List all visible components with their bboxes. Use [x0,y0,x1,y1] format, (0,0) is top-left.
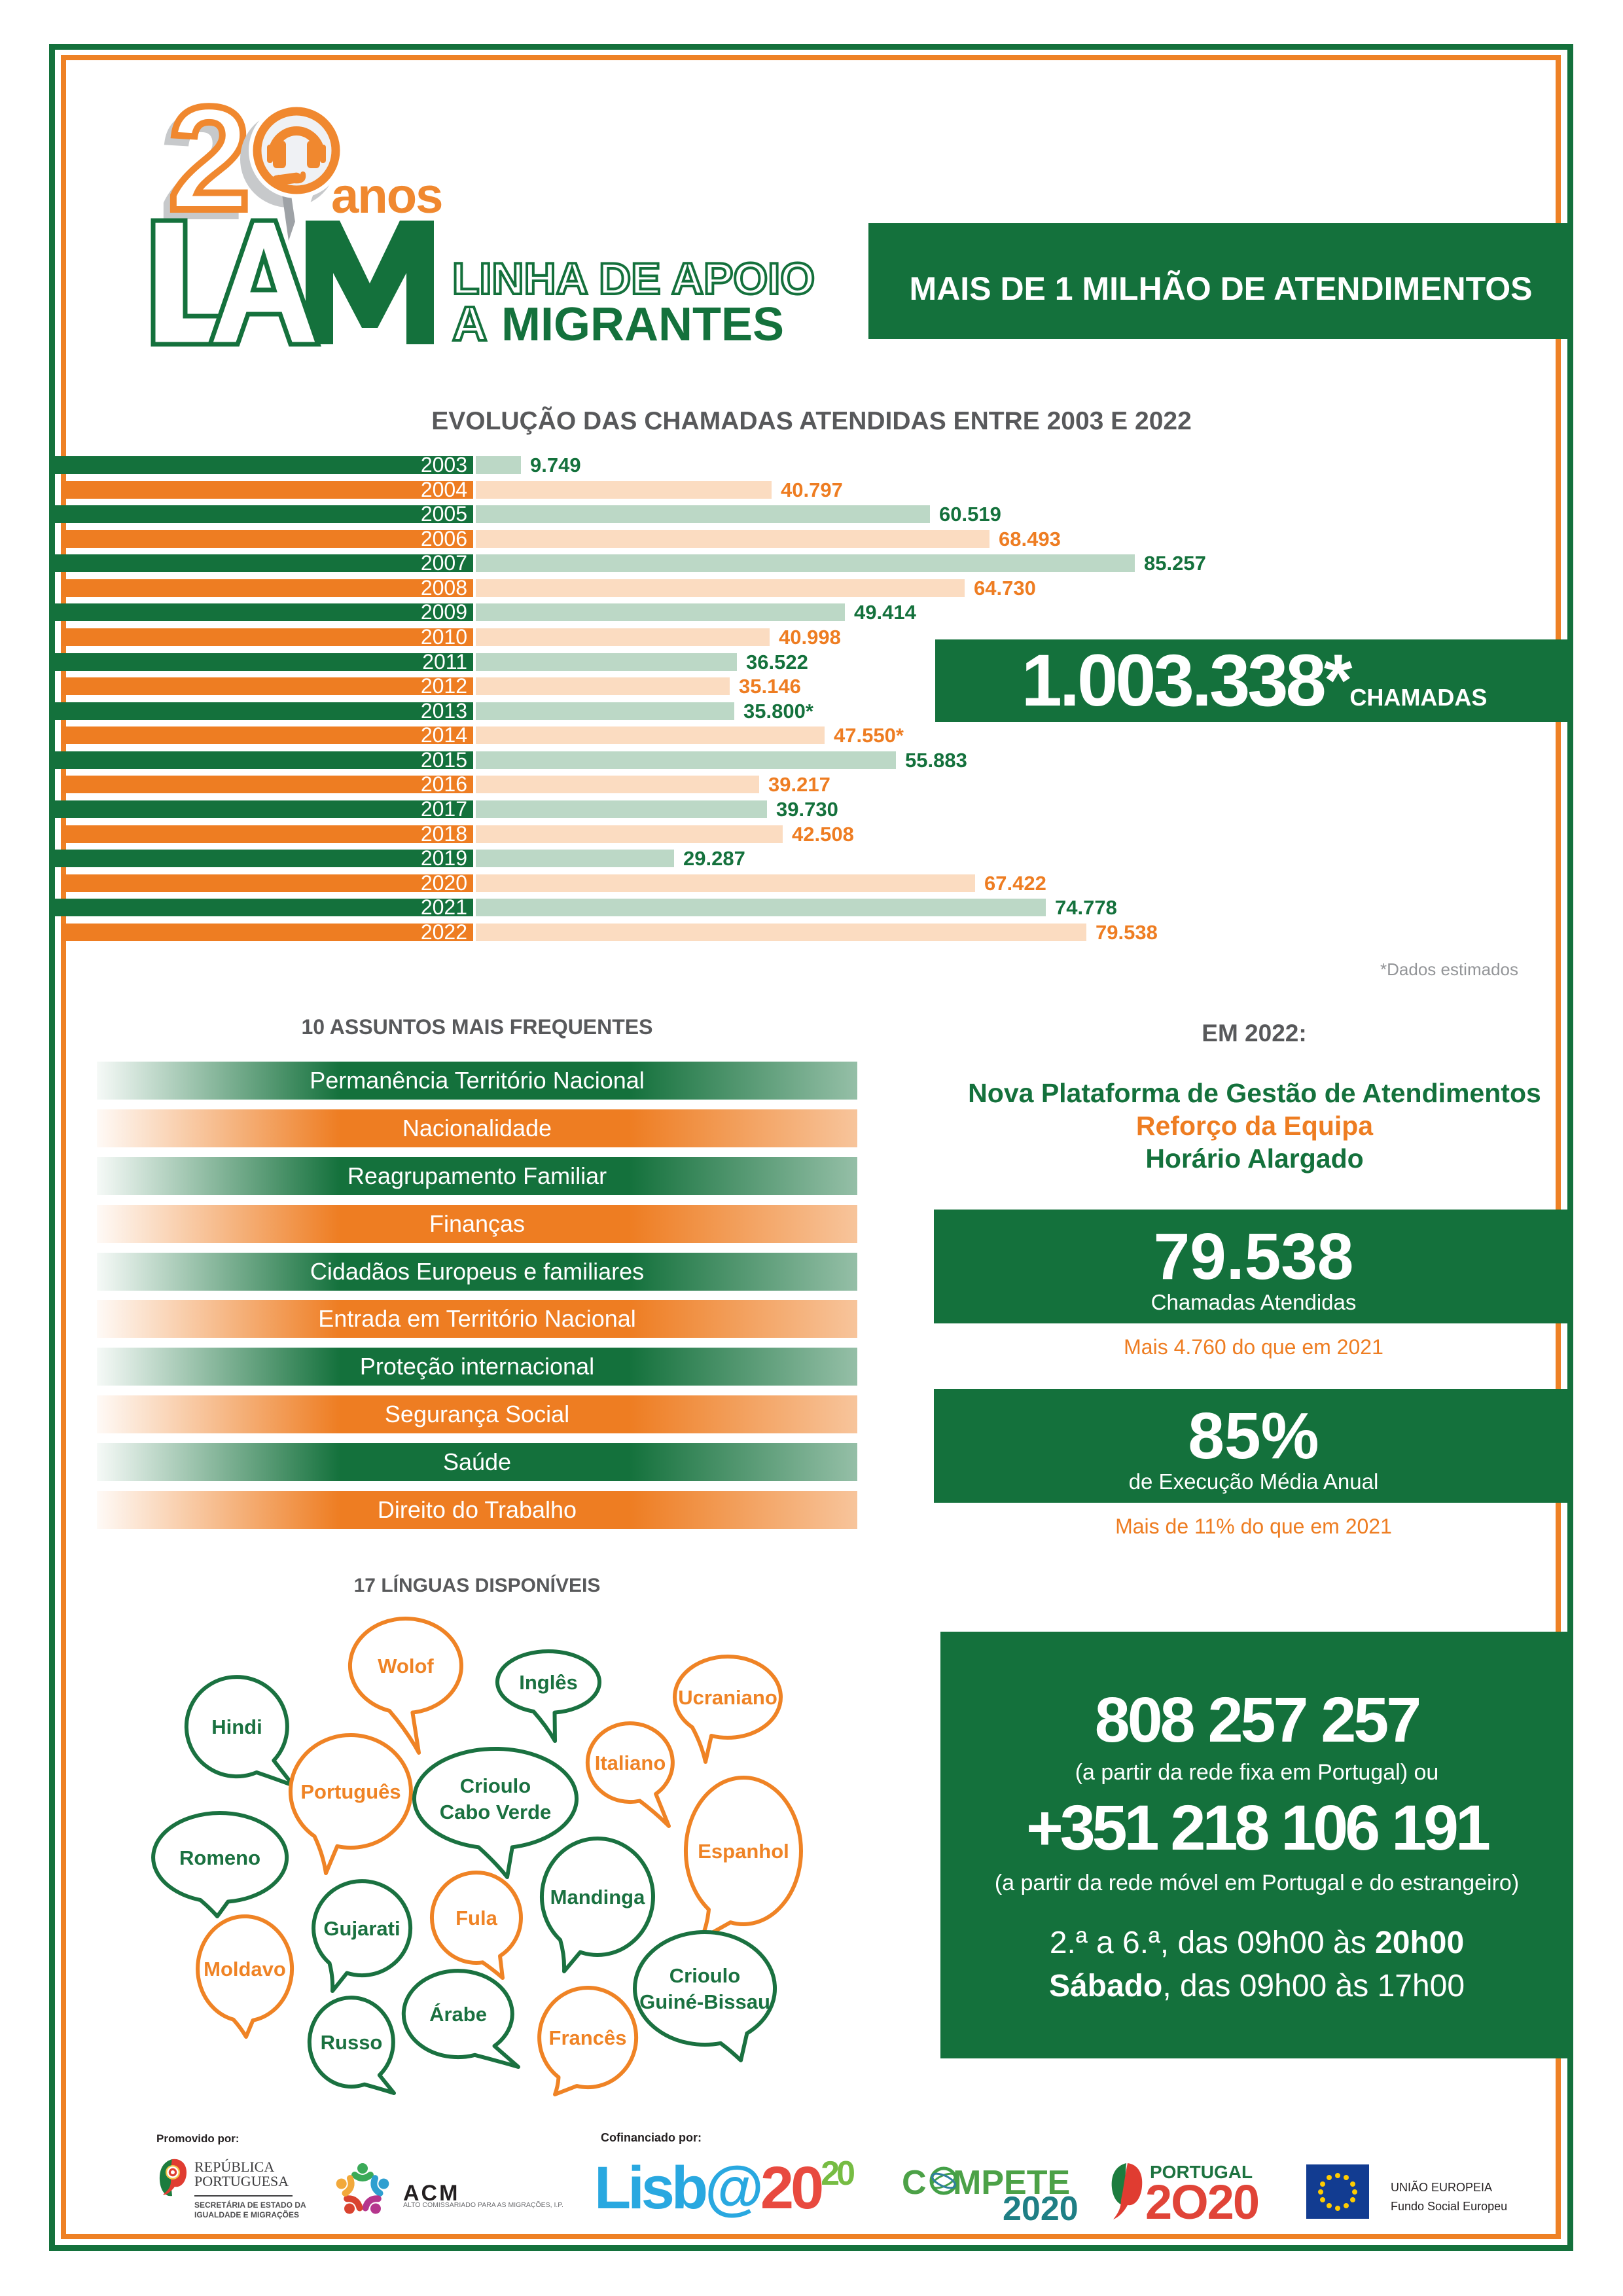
svg-text:MIGRANTES: MIGRANTES [501,298,784,351]
svg-text:2: 2 [168,79,251,241]
svg-text:Ucraniano: Ucraniano [678,1686,777,1709]
svg-text:Gujarati: Gujarati [323,1917,400,1940]
svg-text:Mandinga: Mandinga [550,1886,645,1909]
svg-text:Espanhol: Espanhol [698,1840,789,1863]
svg-text:Hindi: Hindi [211,1715,262,1738]
svg-text:Italiano: Italiano [595,1751,666,1774]
svg-text:A: A [452,296,487,351]
svg-text:Crioulo: Crioulo [669,1964,741,1987]
svg-text:Francês: Francês [549,2026,627,2049]
svg-text:anos: anos [331,168,442,224]
svg-text:LINHA DE APOIO: LINHA DE APOIO [452,254,815,304]
svg-text:Guiné-Bissau: Guiné-Bissau [639,1990,770,2013]
svg-text:Moldavo: Moldavo [204,1958,286,1981]
svg-text:Russo: Russo [321,2031,383,2054]
svg-text:Romeno: Romeno [179,1846,260,1869]
svg-text:Inglês: Inglês [519,1671,578,1694]
svg-text:Wolof: Wolof [378,1655,434,1677]
svg-text:Cabo Verde: Cabo Verde [440,1801,552,1823]
svg-text:Português: Português [300,1780,401,1803]
svg-text:Árabe: Árabe [429,2003,487,2026]
svg-text:Fula: Fula [455,1907,497,1929]
svg-text:Crioulo: Crioulo [460,1774,531,1797]
